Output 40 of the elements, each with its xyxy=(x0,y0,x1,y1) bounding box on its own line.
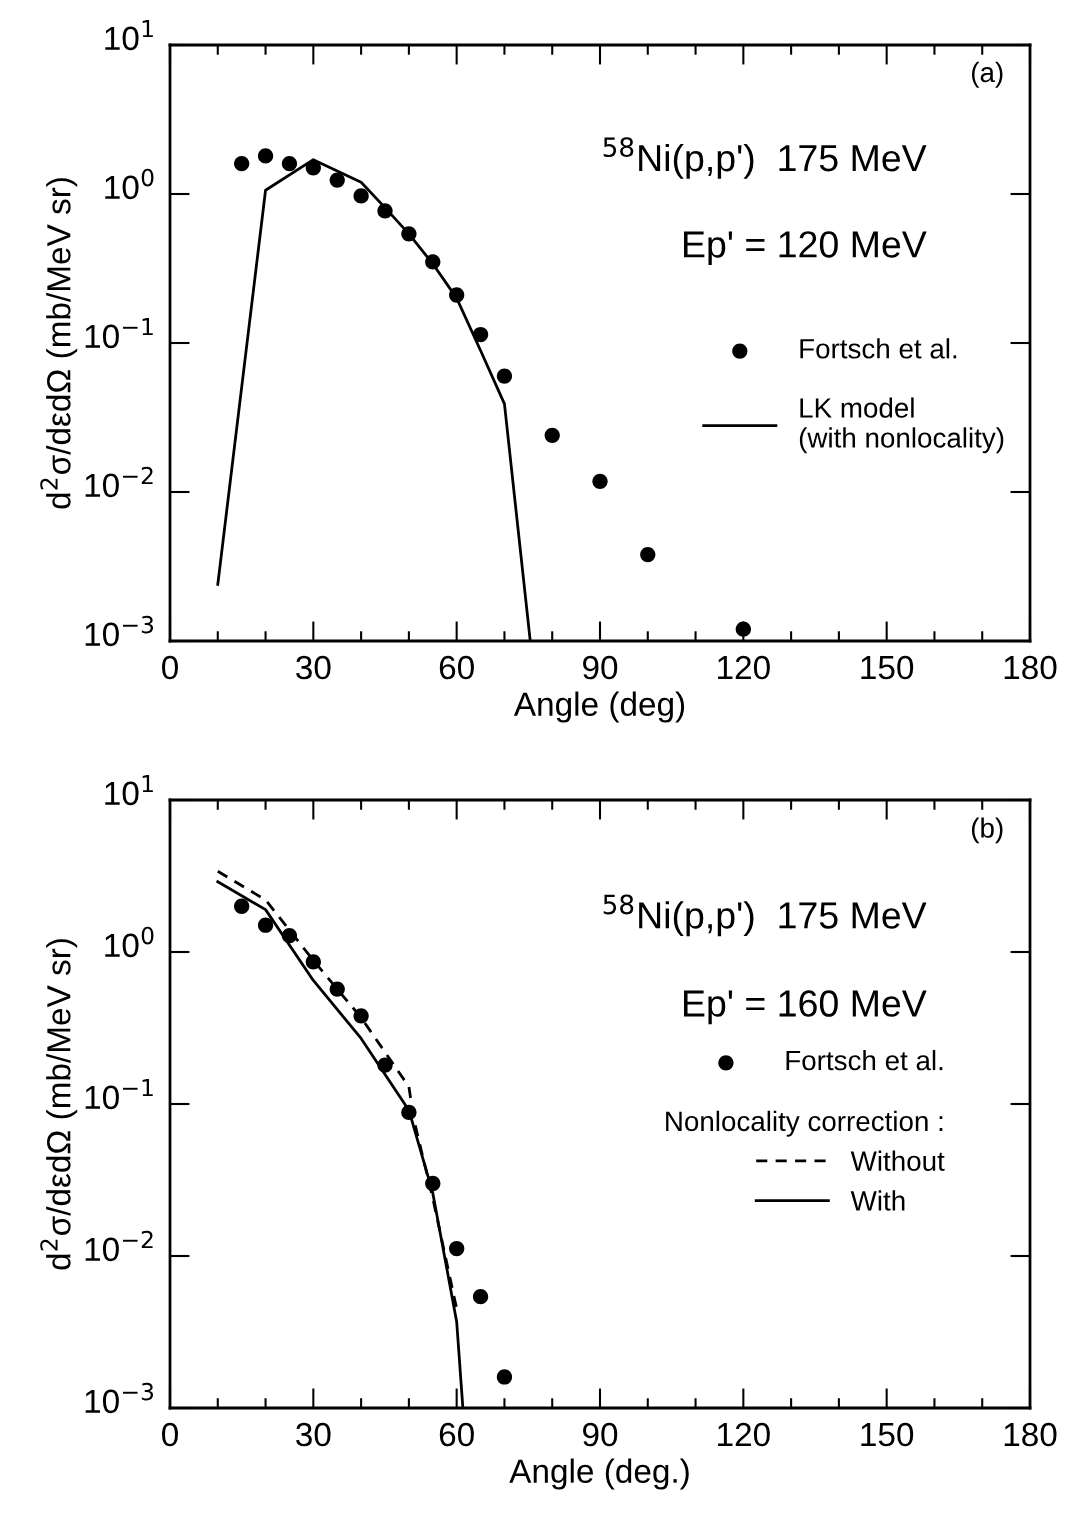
legend-title: Nonlocality correction : xyxy=(666,1110,943,1137)
legend-label: LK model (with nonlocality) xyxy=(799,397,1004,454)
annotation: Ep' = 160 MeV xyxy=(684,990,927,1025)
y-tick-label: 10$^{0}$ xyxy=(105,168,154,200)
y-tick-label: 10$^{1}$ xyxy=(105,20,153,51)
x-tick-label: 30 xyxy=(296,1422,331,1447)
y-tick-label: 10$^{−2}$ xyxy=(85,1230,153,1262)
x-tick-label: 0 xyxy=(162,1422,178,1447)
y-tick-label: 10$^{−2}$ xyxy=(85,466,153,498)
legend-label: With xyxy=(850,1190,905,1211)
x-tick-label: 180 xyxy=(1004,655,1057,680)
legend-label: Fortsch et al. xyxy=(786,1049,943,1071)
y-tick-label: 10$^{1}$ xyxy=(105,775,153,806)
x-tick-label: 150 xyxy=(861,1422,914,1447)
x-tick-label: 90 xyxy=(583,655,618,680)
x-tick-label: 150 xyxy=(861,655,914,680)
y-tick-label: 10$^{−3}$ xyxy=(85,1382,154,1414)
y-tick-label: 10$^{0}$ xyxy=(105,926,154,958)
x-axis-title: Angle (deg) xyxy=(513,691,685,723)
y-axis-title: d$^{2}$σ/dεdΩ (mb/MeV sr) xyxy=(40,939,78,1270)
x-tick-label: 30 xyxy=(296,655,331,680)
x-tick-label: 0 xyxy=(162,655,178,680)
x-tick-label: 60 xyxy=(439,655,474,680)
x-tick-label: 120 xyxy=(718,655,770,680)
x-axis-title: Angle (deg.) xyxy=(509,1458,689,1490)
x-tick-label: 90 xyxy=(583,1422,618,1447)
legend-label: Without xyxy=(850,1150,945,1171)
annotation: $^{58}$Ni(p,p') 175 MeV xyxy=(603,137,927,179)
y-axis-title: d$^{2}$σ/dεdΩ (mb/MeV sr) xyxy=(40,178,78,509)
annotation: Ep' = 120 MeV xyxy=(684,231,927,266)
annotation: (b) xyxy=(971,817,1003,844)
annotation: $^{58}$Ni(p,p') 175 MeV xyxy=(603,894,927,937)
y-tick-label: 10$^{−1}$ xyxy=(85,1079,153,1110)
x-tick-label: 60 xyxy=(439,1422,474,1447)
annotation: (a) xyxy=(971,61,1003,88)
y-tick-label: 10$^{−1}$ xyxy=(85,318,153,349)
legend-label: Fortsch et al. xyxy=(800,338,957,359)
y-tick-label: 10$^{−3}$ xyxy=(85,615,154,647)
x-tick-label: 180 xyxy=(1004,1422,1057,1447)
x-tick-label: 120 xyxy=(718,1422,770,1447)
